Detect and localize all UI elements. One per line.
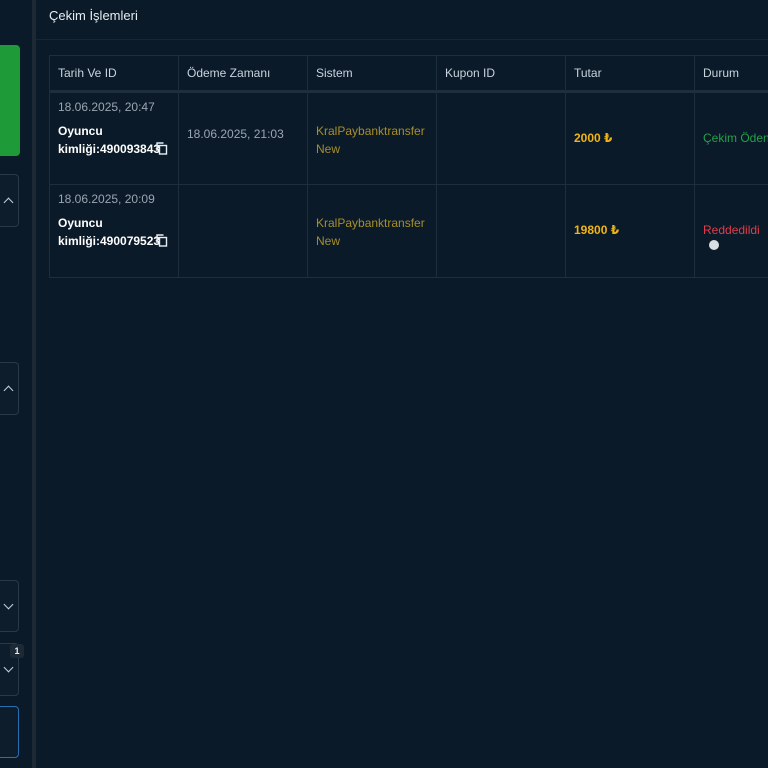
- withdrawals-table: Tarih Ve ID Ödeme Zamanı Sistem Kupon ID…: [49, 55, 768, 278]
- status-badge: Reddedildi: [703, 223, 760, 237]
- column-header-system[interactable]: Sistem: [307, 55, 437, 92]
- main-content: Çekim İşlemleri Tarih Ve ID Ödeme Zamanı…: [36, 0, 768, 768]
- sidebar-collapse-button-1[interactable]: [0, 174, 19, 227]
- cell-coupon-id: [436, 91, 566, 185]
- cell-date-id: 18.06.2025, 20:47 Oyuncu kimliği:4900938…: [49, 91, 179, 185]
- amount: 19800 ₺: [574, 223, 620, 237]
- payment-time: 18.06.2025, 21:03: [187, 127, 284, 141]
- cell-status: Reddedildi: [694, 184, 768, 278]
- sidebar-collapse-button-2[interactable]: [0, 362, 19, 415]
- cell-payment-time: 18.06.2025, 21:03: [178, 91, 308, 185]
- cell-status: Çekim Ödendi: [694, 91, 768, 185]
- column-header-amount[interactable]: Tutar: [565, 55, 695, 92]
- row-date: 18.06.2025, 20:47: [58, 100, 155, 114]
- notification-badge: 1: [10, 644, 24, 658]
- chevron-up-icon: [3, 385, 14, 396]
- cell-coupon-id: [436, 184, 566, 278]
- sidebar-expand-button-1[interactable]: [0, 580, 19, 632]
- column-header-coupon-id[interactable]: Kupon ID: [436, 55, 566, 92]
- sidebar-divider: [32, 0, 36, 768]
- title-divider: [36, 39, 768, 40]
- row-date: 18.06.2025, 20:09: [58, 192, 155, 206]
- column-header-date-id[interactable]: Tarih Ve ID: [49, 55, 179, 92]
- page-title: Çekim İşlemleri: [49, 8, 138, 23]
- chevron-down-icon: [3, 662, 14, 673]
- sidebar-green-panel[interactable]: [0, 45, 20, 156]
- player-id: Oyuncu kimliği:490079523: [58, 216, 161, 248]
- payment-system: KralPaybanktransfer New: [316, 124, 425, 156]
- table-header-row: Tarih Ve ID Ödeme Zamanı Sistem Kupon ID…: [49, 55, 768, 92]
- player-id: Oyuncu kimliği:490093843: [58, 124, 161, 156]
- sidebar: 1: [0, 0, 34, 768]
- cell-date-id: 18.06.2025, 20:09 Oyuncu kimliği:4900795…: [49, 184, 179, 278]
- cell-payment-time: [178, 184, 308, 278]
- payment-system: KralPaybanktransfer New: [316, 216, 425, 248]
- column-header-payment-time[interactable]: Ödeme Zamanı: [178, 55, 308, 92]
- copy-icon[interactable]: [156, 142, 168, 155]
- sidebar-action-button[interactable]: [0, 706, 19, 758]
- chevron-up-icon: [3, 197, 14, 208]
- table-row: 18.06.2025, 20:47 Oyuncu kimliği:4900938…: [49, 91, 768, 185]
- amount: 2000 ₺: [574, 131, 613, 145]
- column-header-status[interactable]: Durum: [694, 55, 768, 92]
- cell-system: KralPaybanktransfer New: [307, 184, 437, 278]
- cell-amount: 19800 ₺: [565, 184, 695, 278]
- info-icon[interactable]: [709, 239, 719, 250]
- table-row: 18.06.2025, 20:09 Oyuncu kimliği:4900795…: [49, 184, 768, 278]
- cell-amount: 2000 ₺: [565, 91, 695, 185]
- cell-system: KralPaybanktransfer New: [307, 91, 437, 185]
- status-badge: Çekim Ödendi: [703, 131, 768, 145]
- chevron-down-icon: [3, 599, 14, 609]
- copy-icon[interactable]: [156, 234, 168, 247]
